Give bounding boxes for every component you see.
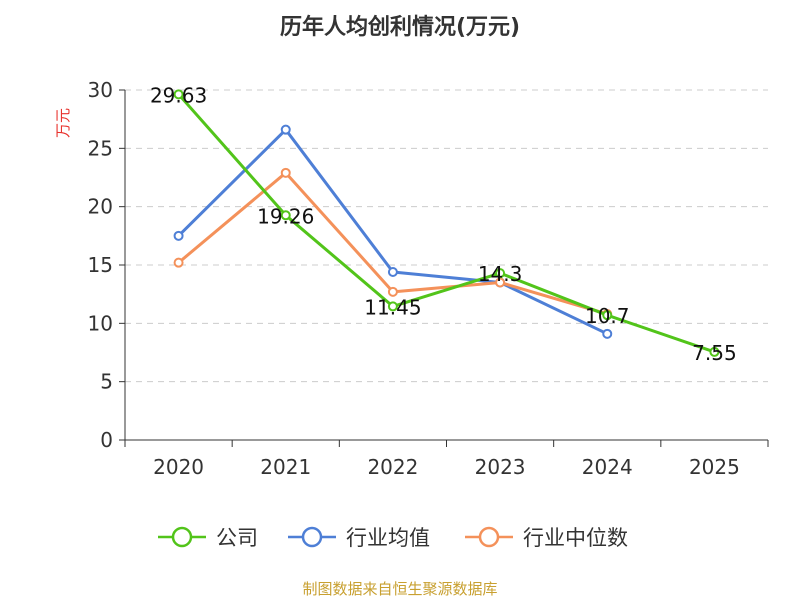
data-label-2024: 10.7 — [585, 304, 630, 328]
point-s0-2021 — [280, 210, 291, 221]
point-s0-2024 — [602, 310, 613, 321]
data-label-2020: 29.63 — [150, 83, 207, 107]
point-s0-2022 — [387, 301, 398, 312]
source-note: 制图数据来自恒生聚源数据库 — [302, 580, 497, 598]
y-axis-label: 万元 — [54, 108, 72, 138]
y-tick-label-25: 25 — [88, 136, 113, 160]
y-tick-label-5: 5 — [100, 370, 113, 394]
legend-label-0: 公司 — [216, 526, 258, 550]
y-tick-label-30: 30 — [88, 78, 113, 102]
y-tick-label-10: 10 — [88, 311, 113, 335]
point-s2-2022 — [387, 286, 398, 297]
point-s2-2021 — [280, 167, 291, 178]
legend-item-0[interactable]: 公司 — [158, 526, 258, 550]
point-s2-2023 — [495, 277, 506, 288]
legend-marker-2 — [478, 526, 500, 548]
data-label-2023: 14.3 — [478, 262, 523, 286]
legend-label-1: 行业均值 — [346, 526, 430, 550]
x-tick-label-2020: 2020 — [153, 455, 204, 479]
y-tick-label-15: 15 — [88, 253, 113, 277]
legend-item-1[interactable]: 行业均值 — [288, 526, 430, 550]
legend-marker-0 — [171, 526, 193, 548]
point-s1-2021 — [280, 124, 291, 135]
data-label-2025: 7.55 — [692, 341, 737, 365]
chart-title: 历年人均创利情况(万元) — [280, 14, 520, 40]
point-s1-2020 — [173, 230, 184, 241]
x-tick-label-2024: 2024 — [582, 455, 633, 479]
point-s0-2023 — [495, 268, 506, 279]
grid — [125, 89, 768, 383]
point-s0-2025 — [709, 346, 720, 357]
legend-label-2: 行业中位数 — [523, 526, 628, 550]
data-labels: 29.63 19.26 11.45 14.3 10.7 7.55 — [150, 83, 737, 365]
legend[interactable]: 公司 行业均值 行业中位数 — [158, 526, 628, 550]
point-s0-2020 — [173, 89, 184, 100]
series-line-0 — [177, 93, 715, 354]
point-s1-2024 — [602, 328, 613, 339]
x-tick-label-2022: 2022 — [367, 455, 418, 479]
x-tick-label-2021: 2021 — [260, 455, 311, 479]
data-label-2021: 19.26 — [257, 204, 314, 228]
point-s2-2020 — [173, 257, 184, 268]
legend-marker-1 — [301, 526, 323, 548]
x-tick-label-2023: 2023 — [475, 455, 526, 479]
x-tick-label-2025: 2025 — [689, 455, 740, 479]
y-tick-label-20: 20 — [88, 195, 113, 219]
y-tick-label-0: 0 — [100, 428, 113, 452]
series-group — [173, 89, 720, 357]
point-s1-2022 — [387, 267, 398, 277]
data-label-2022: 11.45 — [364, 295, 421, 319]
legend-item-2[interactable]: 行业中位数 — [465, 526, 628, 550]
